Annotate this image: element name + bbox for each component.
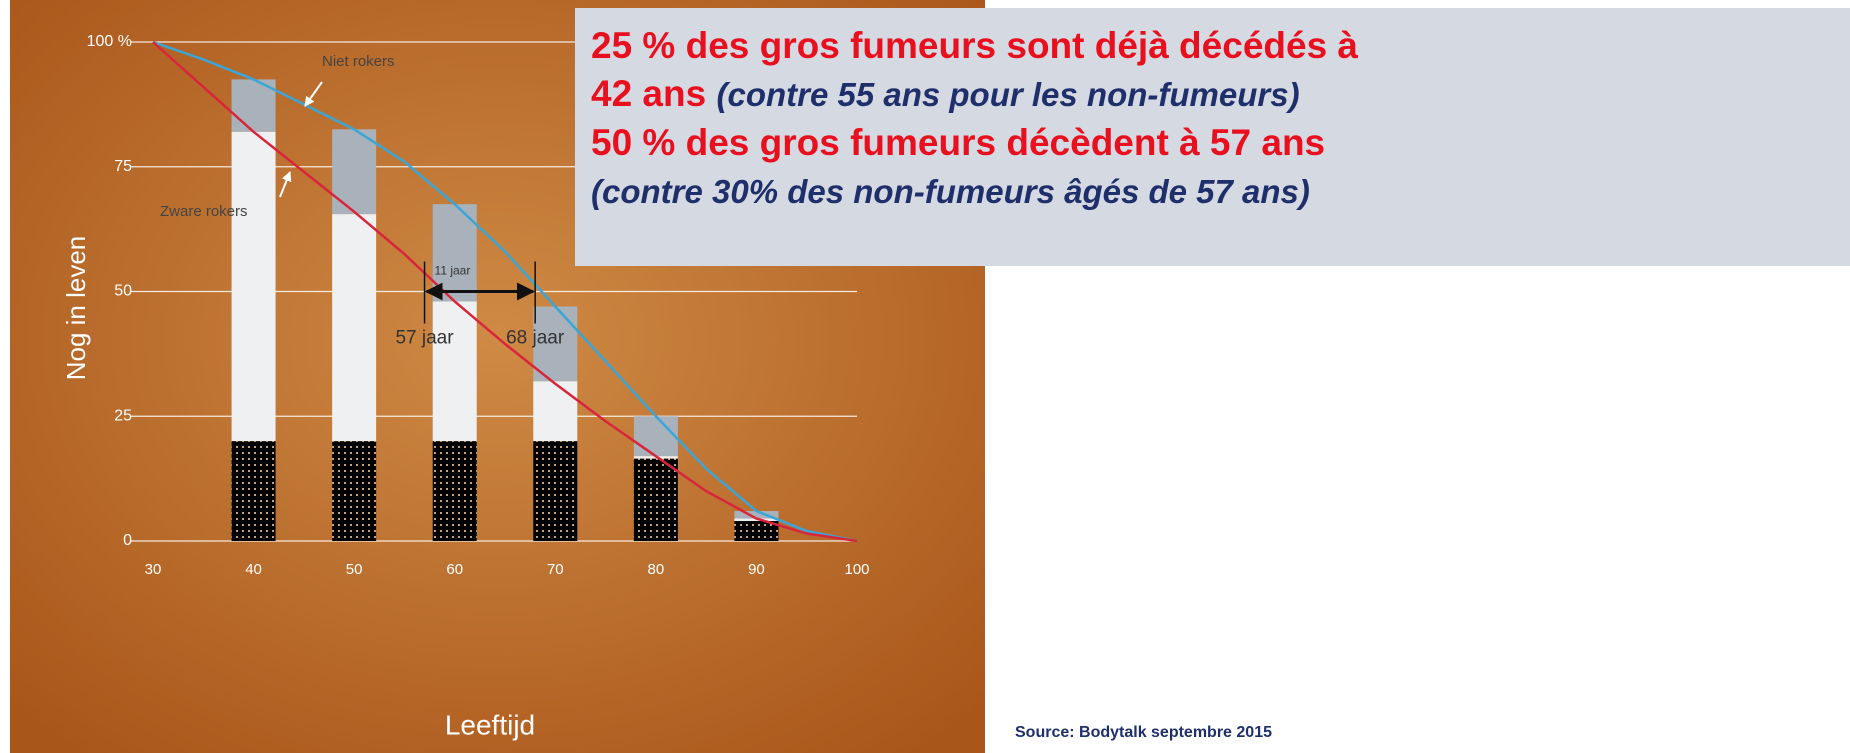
- x-axis-label: Leeftijd: [445, 709, 535, 740]
- bar-filter: [232, 441, 276, 541]
- highlight-line: 25 % des gros fumeurs sont déjà décédés …: [591, 22, 1850, 70]
- series-label: Niet rokers: [322, 53, 395, 70]
- x-tick-label: 70: [547, 561, 564, 578]
- bar-filter: [533, 441, 577, 541]
- series-label: Zware rokers: [160, 203, 248, 220]
- highlight-text: 42 ans: [591, 73, 716, 114]
- highlight-line: (contre 30% des non-fumeurs âgés de 57 a…: [591, 167, 1850, 216]
- x-tick-label: 80: [648, 561, 665, 578]
- highlight-box: 25 % des gros fumeurs sont déjà décédés …: [575, 8, 1850, 266]
- gap-label: 11 jaar: [435, 264, 471, 278]
- bar-filter: [433, 441, 477, 541]
- highlight-text: 25 % des gros fumeurs sont déjà décédés …: [591, 25, 1358, 66]
- x-tick-label: 50: [346, 561, 363, 578]
- bar-white: [533, 381, 577, 441]
- x-tick-label: 60: [446, 561, 463, 578]
- bar-white: [433, 301, 477, 441]
- y-axis-label: Nog in leven: [61, 236, 91, 381]
- x-tick-label: 100: [844, 561, 869, 578]
- page: Nog in leven Leeftijd 0 25 50 75 100 % 30 40 50…: [0, 0, 1850, 753]
- source: Source: Bodytalk septembre 2015: [1015, 724, 1272, 742]
- y-tick-label: 100 %: [87, 33, 132, 50]
- x-tick-label: 30: [145, 561, 162, 578]
- highlight-text: (contre 30% des non-fumeurs âgés de 57 a…: [591, 173, 1310, 210]
- marker-label: 68 jaar: [506, 328, 565, 349]
- bar-white: [332, 214, 376, 441]
- bar-white: [232, 132, 276, 441]
- marker-label: 57 jaar: [395, 328, 454, 349]
- highlight-text: (contre 55 ans pour les non-fumeurs): [716, 76, 1299, 113]
- bar-gray: [332, 129, 376, 214]
- y-tick-label: 50: [114, 283, 132, 300]
- y-tick-label: 75: [114, 158, 132, 175]
- highlight-line: 42 ans (contre 55 ans pour les non-fumeu…: [591, 70, 1850, 119]
- x-tick-label: 40: [245, 561, 262, 578]
- x-tick-label: 90: [748, 561, 765, 578]
- bar-filter: [634, 459, 678, 541]
- y-tick-label: 25: [114, 407, 132, 424]
- y-tick-label: 0: [123, 532, 132, 549]
- highlight-text: 50 % des gros fumeurs décèdent à 57 ans: [591, 122, 1325, 163]
- highlight-line: 50 % des gros fumeurs décèdent à 57 ans: [591, 119, 1850, 167]
- bar-gray: [634, 416, 678, 456]
- bar-filter: [332, 441, 376, 541]
